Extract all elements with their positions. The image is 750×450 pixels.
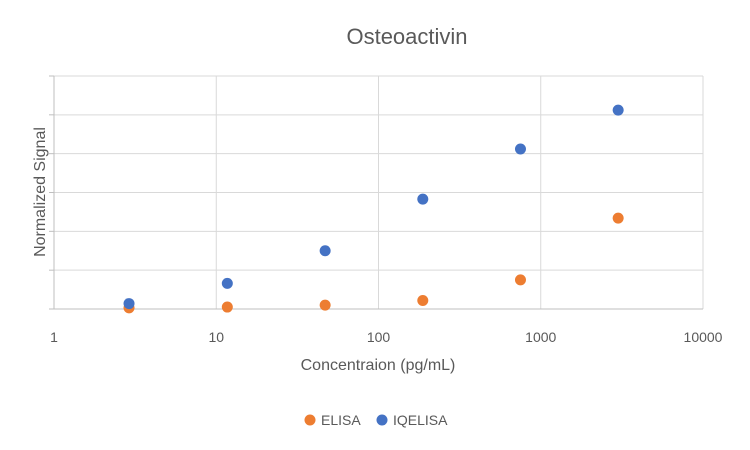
x-tick-label: 100: [367, 329, 391, 345]
x-tick-label: 1: [50, 329, 58, 345]
data-point-elisa-4: [514, 274, 526, 286]
data-point-elisa-5: [612, 212, 624, 224]
x-axis-label: Concentraion (pg/mL): [301, 357, 456, 374]
x-tick-label: 1000: [525, 329, 556, 345]
legend-marker-iqelisa: [376, 414, 388, 426]
legend-marker-elisa: [304, 414, 316, 426]
data-point-iqelisa-3: [417, 193, 429, 205]
data-points: [123, 104, 624, 314]
chart-title: Osteoactivin: [346, 24, 467, 49]
data-point-elisa-1: [221, 301, 233, 313]
x-tick-labels: 1 10 100 1000 10000: [50, 329, 723, 345]
axes: [49, 75, 703, 310]
data-point-iqelisa-5: [612, 104, 624, 116]
legend-label-iqelisa: IQELISA: [393, 412, 448, 428]
data-point-iqelisa-0: [123, 298, 135, 310]
data-point-elisa-3: [417, 294, 429, 306]
legend-label-elisa: ELISA: [321, 412, 361, 428]
x-tick-label: 10000: [684, 329, 723, 345]
data-point-iqelisa-4: [514, 143, 526, 155]
legend: ELISA IQELISA: [304, 412, 448, 428]
data-point-elisa-2: [319, 299, 331, 311]
x-tick-label: 10: [208, 329, 224, 345]
data-point-iqelisa-1: [221, 277, 233, 289]
y-axis-label: Normalized Signal: [32, 127, 49, 257]
data-point-iqelisa-2: [319, 245, 331, 257]
gridlines: [53, 75, 704, 309]
